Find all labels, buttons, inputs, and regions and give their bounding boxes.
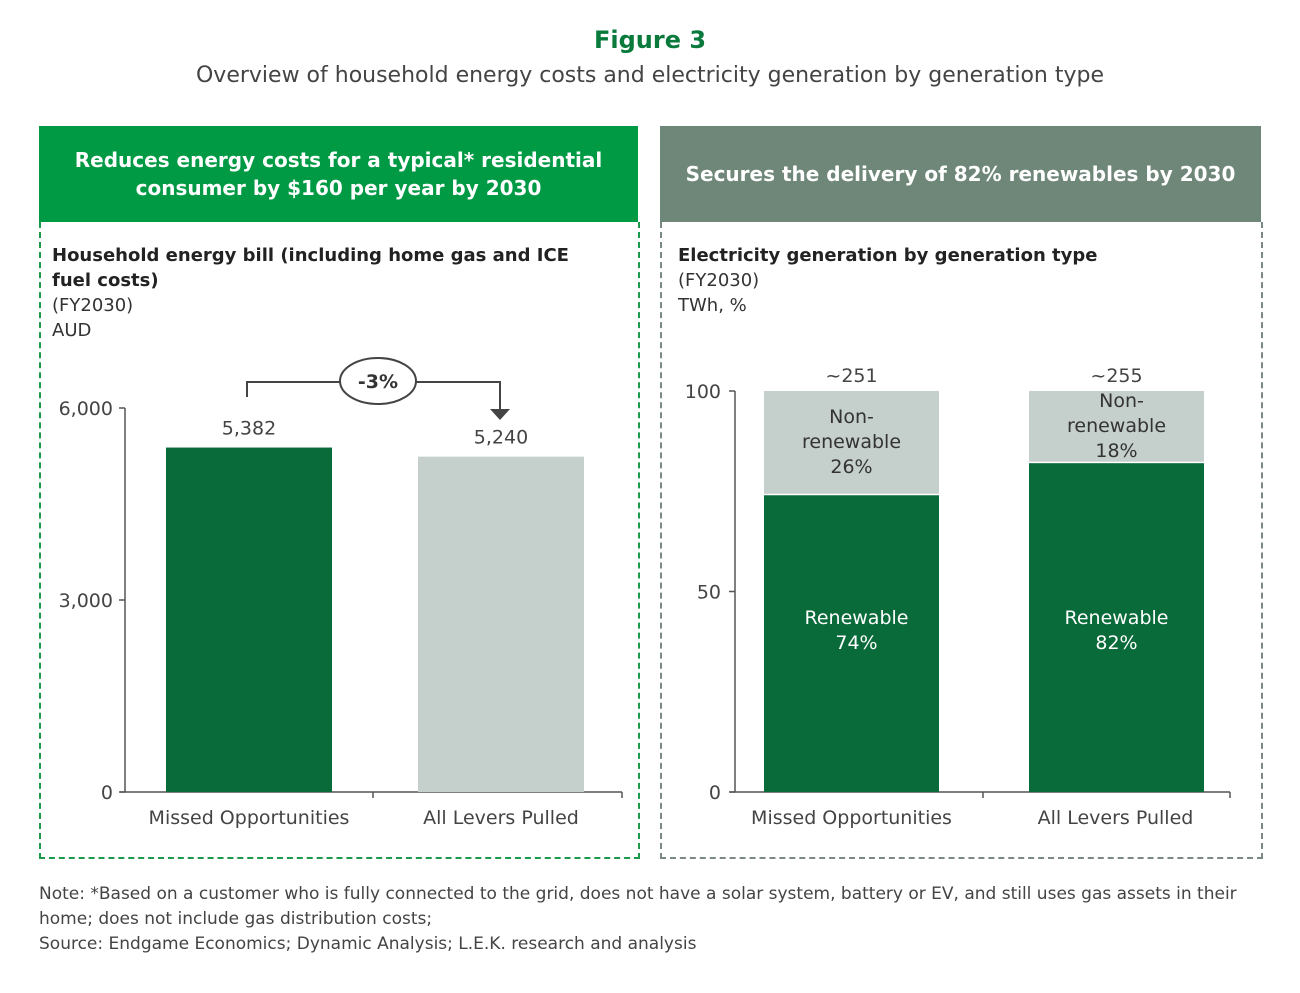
x-tick-label: Missed Opportunities — [751, 807, 952, 829]
left-chart-period: (FY2030) — [52, 295, 134, 316]
y-tick-label: 0 — [101, 782, 113, 804]
y-tick-label: 6,000 — [59, 398, 113, 420]
x-tick-label: All Levers Pulled — [423, 807, 579, 829]
segment-value-label: 74% — [835, 632, 877, 654]
segment-name-label: Non- — [1099, 390, 1144, 412]
segment-value-label: 26% — [830, 456, 872, 478]
left-chart-unit: AUD — [52, 320, 92, 341]
bar-1 — [418, 456, 584, 792]
segment-value-label: 18% — [1095, 440, 1137, 462]
source-text: Source: Endgame Economics; Dynamic Analy… — [39, 934, 697, 954]
y-tick-label: 50 — [697, 582, 721, 604]
segment-name-label: Renewable — [805, 607, 909, 629]
left-chart: 0 3,000 6,000 5,382 Missed Opportunities 5,24… — [59, 357, 623, 829]
right-chart: 0 50 100 Renewable 74% Non-renewable 26% ~251 Mi… — [685, 365, 1231, 829]
y-tick-label: 100 — [685, 381, 721, 403]
right-panel-header: Secures the delivery of 82% renewables b… — [660, 126, 1261, 222]
note-text: Note: *Based on a customer who is fully … — [39, 884, 1237, 929]
figure-label: Figure 3 — [593, 26, 707, 54]
renewable-bar-segment — [1029, 463, 1204, 792]
arrow-down-icon — [490, 409, 510, 420]
left-panel-header: Reduces energy costs for a typical* resi… — [39, 126, 638, 222]
total-label: ~251 — [825, 365, 877, 387]
left-chart-title: Household energy bill (including home ga… — [52, 245, 569, 291]
x-tick-label: All Levers Pulled — [1038, 807, 1194, 829]
total-label: ~255 — [1090, 365, 1142, 387]
x-tick-label: Missed Opportunities — [149, 807, 350, 829]
left-panel — [39, 222, 640, 859]
left-chart-titles: Household energy bill (including home ga… — [52, 243, 612, 343]
change-bubble — [339, 357, 417, 405]
right-header-text: Secures the delivery of 82% renewables b… — [685, 162, 1236, 186]
y-tick-label: 0 — [709, 782, 721, 804]
right-chart-title: Electricity generation by generation typ… — [678, 245, 1098, 266]
non-renewable-bar-segment — [764, 391, 939, 494]
segment-name-label: Renewable — [1065, 607, 1169, 629]
figure-subtitle: Overview of household energy costs and e… — [195, 63, 1105, 88]
right-chart-period: (FY2030) — [678, 270, 760, 291]
y-tick-label: 3,000 — [59, 590, 113, 612]
right-panel — [660, 222, 1263, 859]
bar-0 — [166, 447, 332, 792]
renewable-bar-segment — [764, 495, 939, 792]
segment-value-label: 82% — [1095, 632, 1137, 654]
segment-name-label: renewable — [802, 431, 901, 453]
bar-value-label: 5,382 — [222, 418, 276, 440]
left-header-text: Reduces energy costs for a typical* resi… — [74, 148, 603, 200]
segment-name-label: renewable — [1067, 415, 1166, 437]
change-label: -3% — [358, 371, 398, 393]
bar-value-label: 5,240 — [474, 427, 528, 449]
segment-name-label: Non- — [829, 406, 874, 428]
right-chart-titles: Electricity generation by generation typ… — [678, 243, 1238, 318]
footnote: Note: *Based on a customer who is fully … — [39, 882, 1269, 957]
non-renewable-bar-segment — [1029, 391, 1204, 462]
right-chart-unit: TWh, % — [678, 295, 747, 316]
